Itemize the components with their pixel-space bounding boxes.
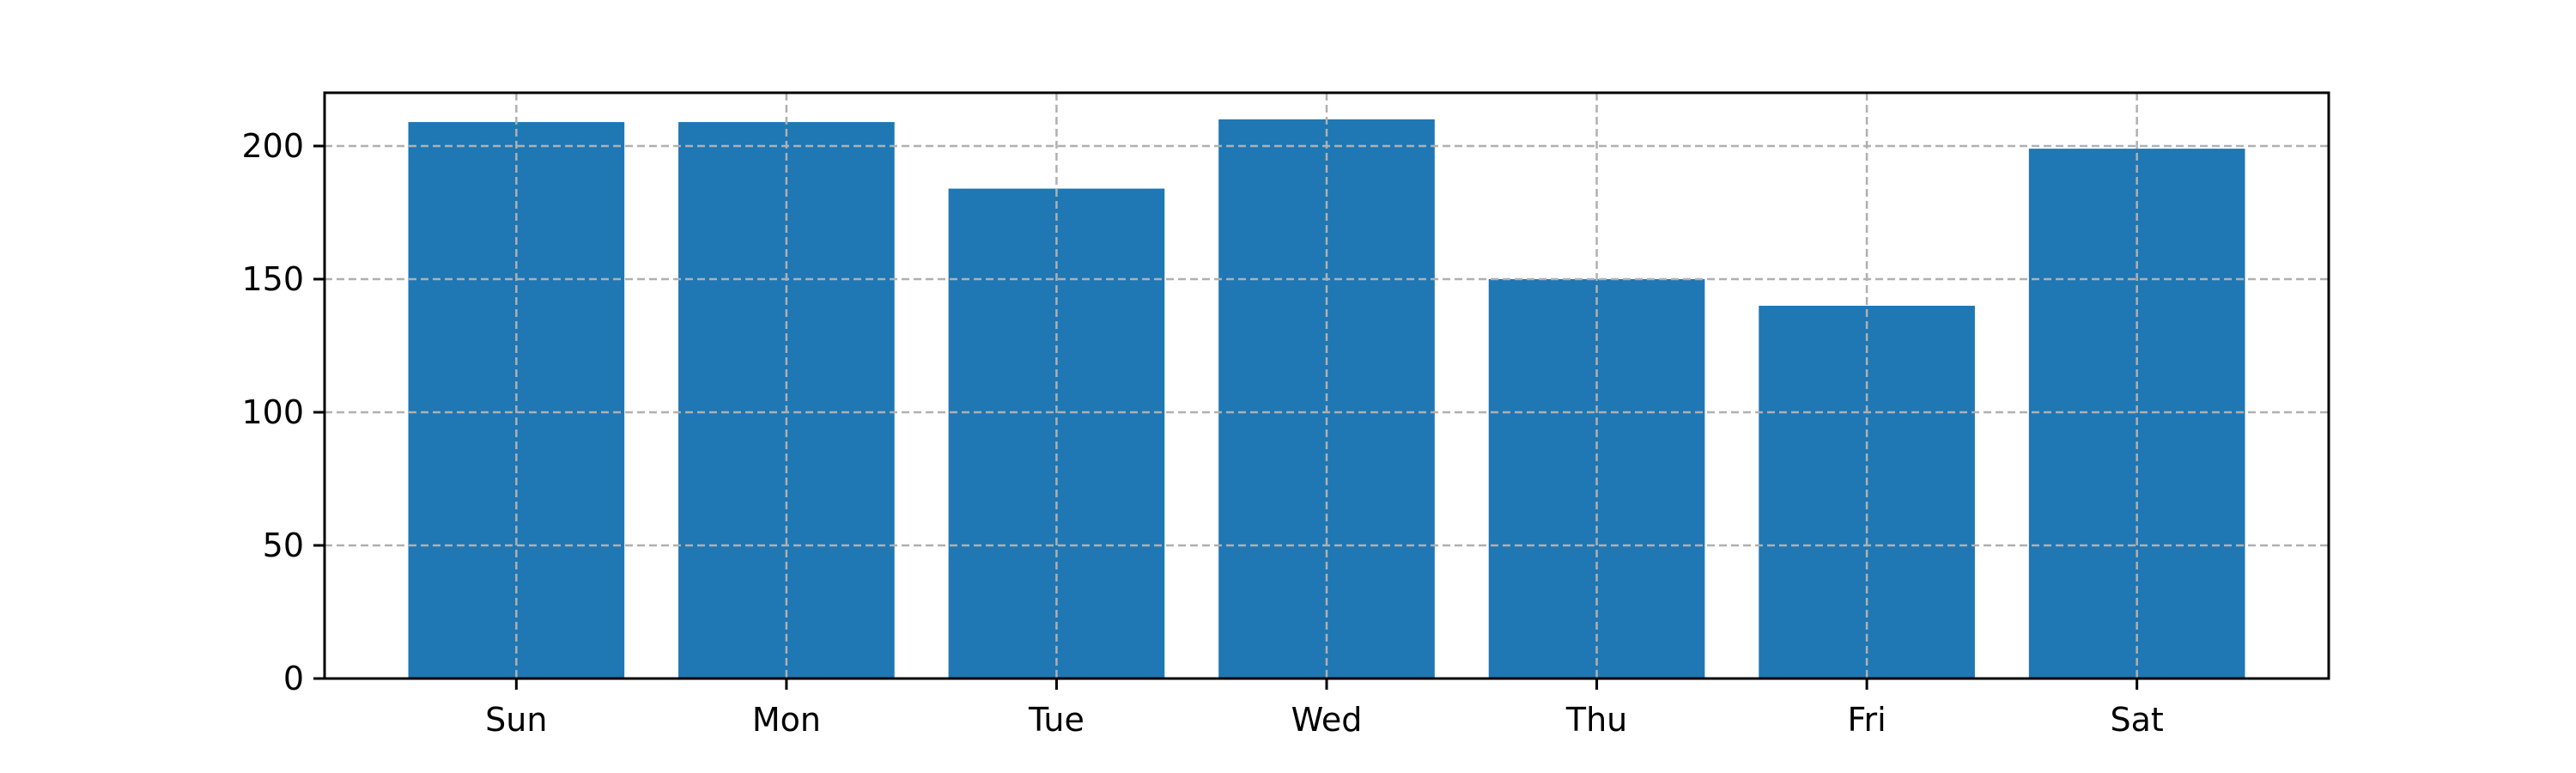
labels-layer: 0 50 100 150 200 Sun Mon Tue Wed Thu Fri Sat	[241, 127, 2163, 739]
x-tick-label-thu: Thu	[1565, 701, 1627, 739]
ticks-layer	[313, 144, 2139, 690]
grid-overlay-layer	[325, 93, 2329, 680]
y-tick-label-200: 200	[241, 127, 304, 165]
y-tick-label-150: 150	[241, 260, 304, 298]
x-tick-label-fri: Fri	[1847, 701, 1886, 739]
x-tick-label-sat: Sat	[2111, 701, 2164, 739]
y-tick-label-100: 100	[241, 393, 304, 431]
y-tick-label-0: 0	[283, 660, 304, 697]
y-tick-label-50: 50	[263, 526, 304, 564]
x-tick-label-sun: Sun	[485, 701, 547, 739]
x-tick-label-tue: Tue	[1028, 701, 1084, 739]
x-tick-label-mon: Mon	[752, 701, 821, 739]
x-tick-label-wed: Wed	[1291, 701, 1363, 739]
